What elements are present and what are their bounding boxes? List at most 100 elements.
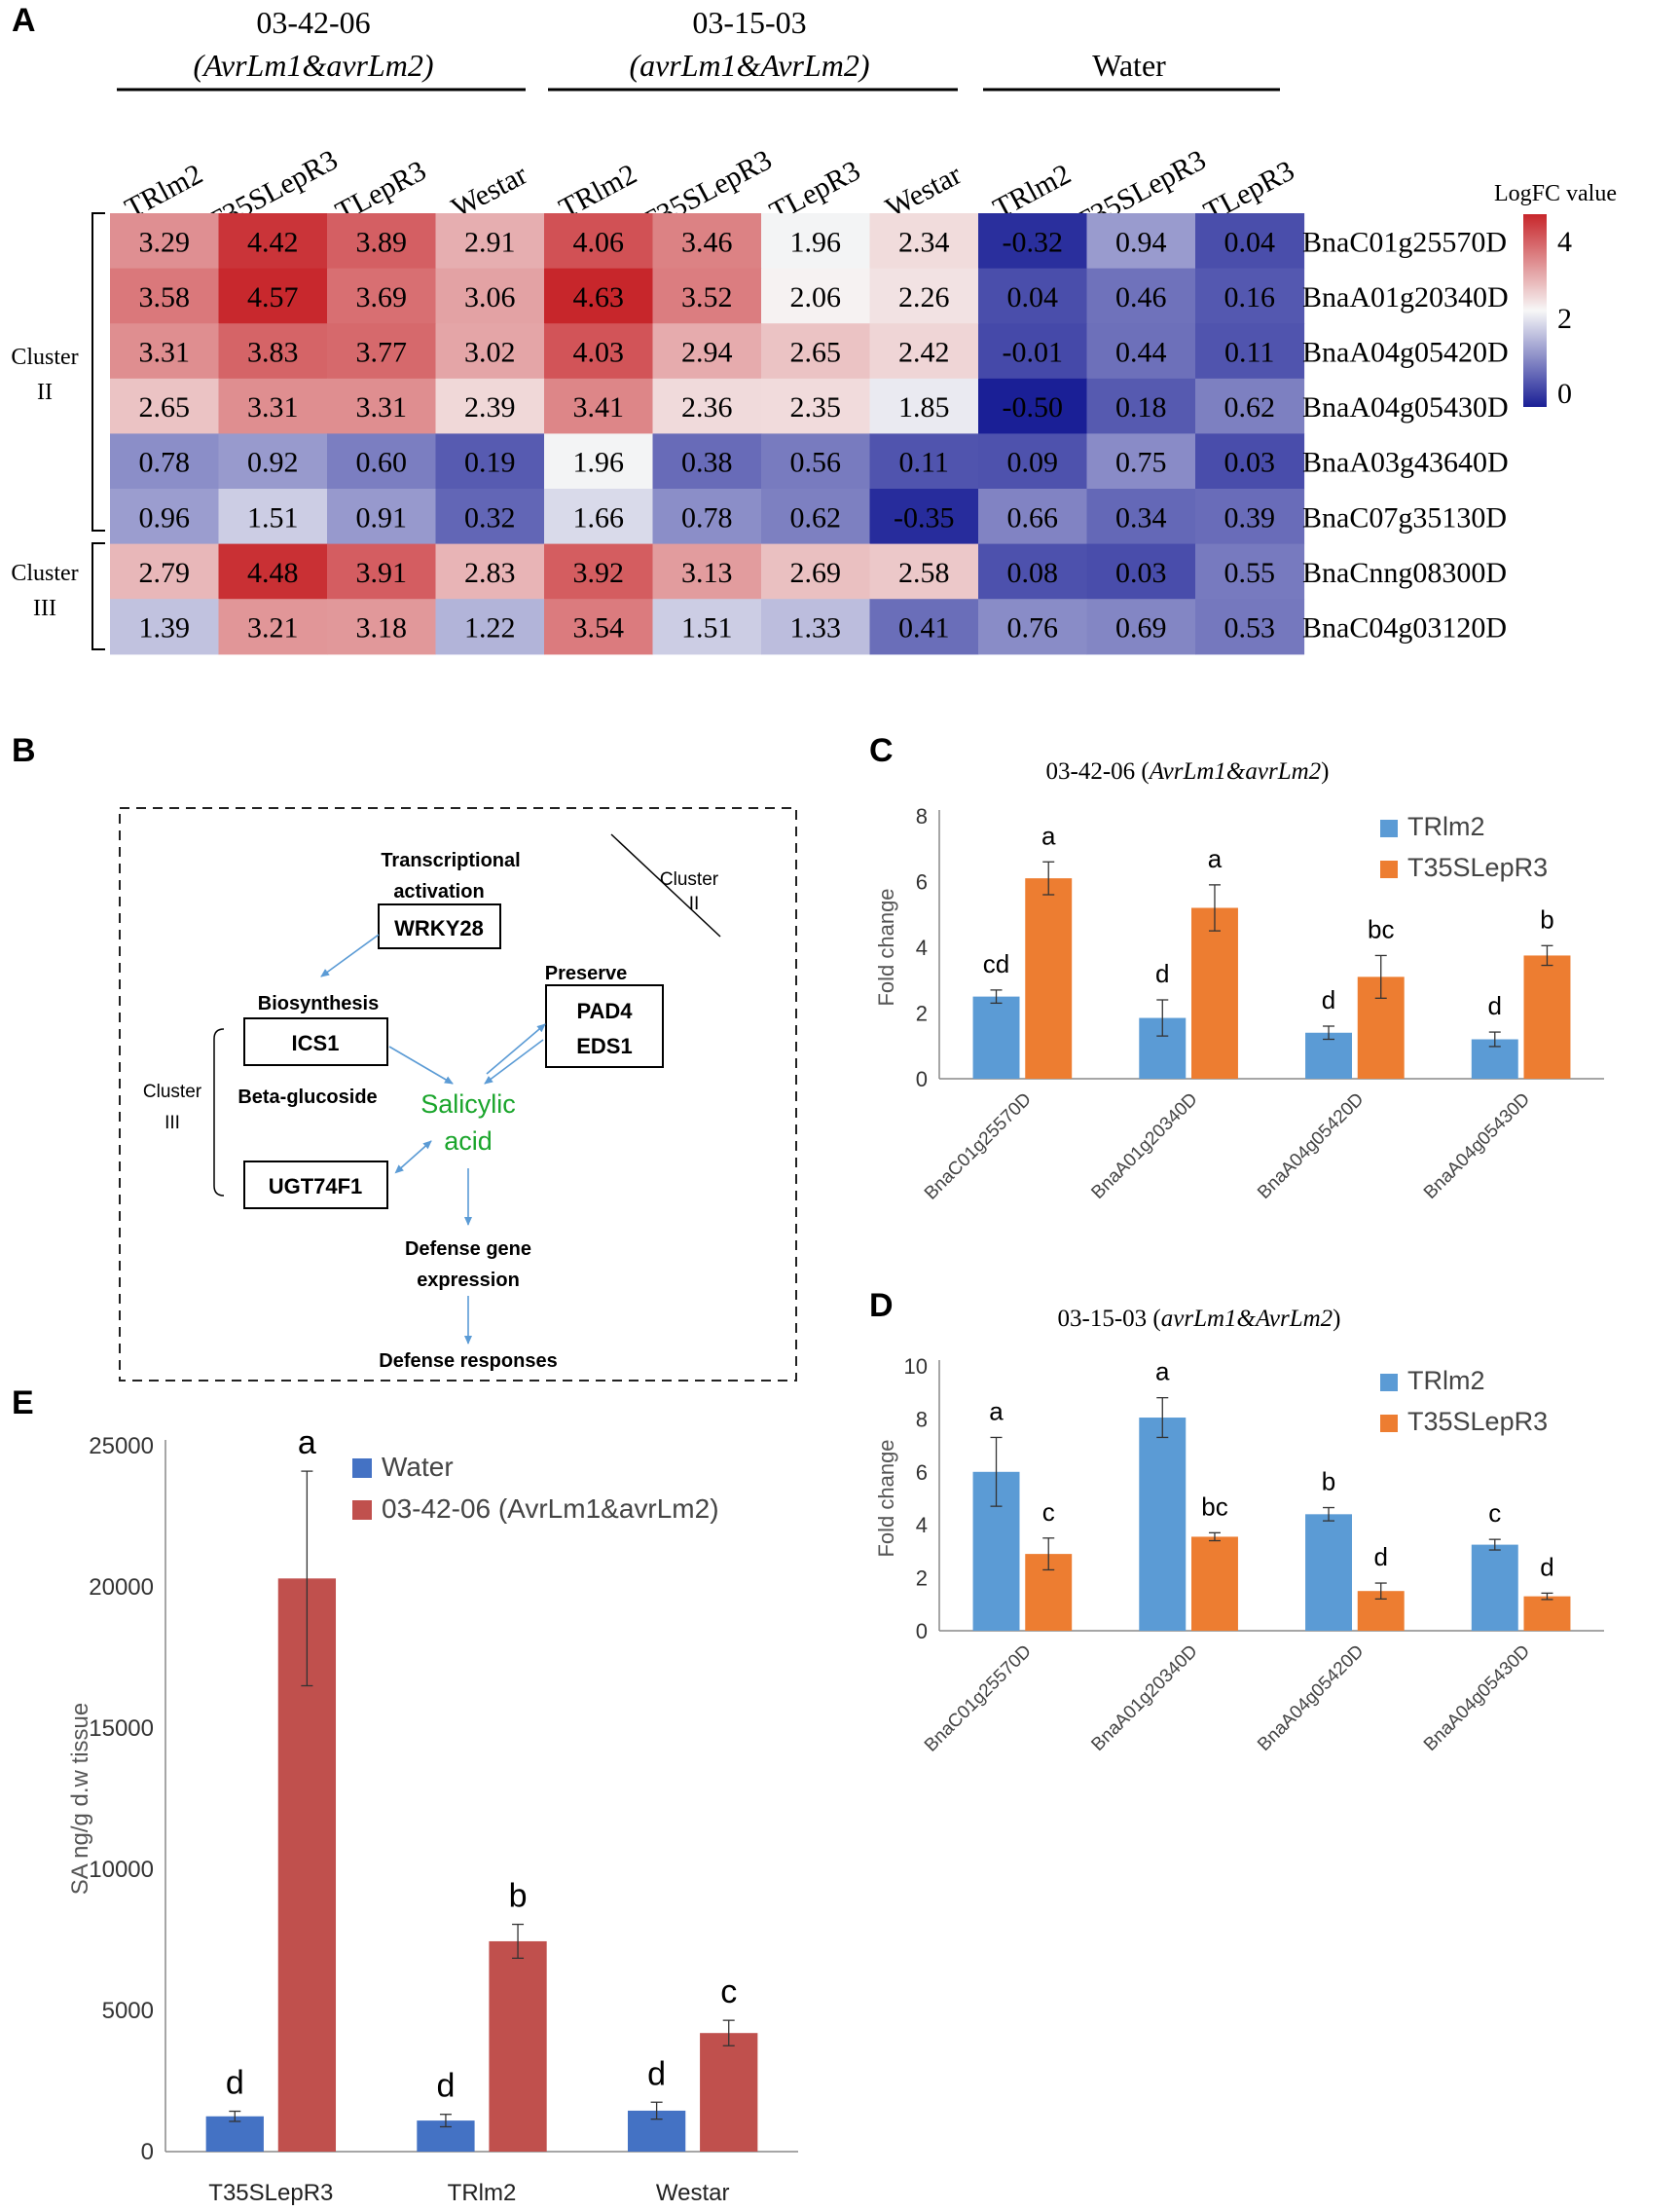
heatmap-cell-r1-c8 [978, 268, 1088, 324]
heatmap-value-r6-c8: 0.08 [1007, 557, 1059, 589]
legend-swatch [1380, 1415, 1398, 1432]
bar-trlm2-2 [1305, 1032, 1352, 1079]
gene-label: BnaA03g43640D [1302, 447, 1509, 479]
heatmap-value-r3-c9: 0.18 [1115, 391, 1167, 424]
heatmap-cell-r6-c4 [544, 543, 654, 600]
significance-letter: d [226, 2065, 244, 2102]
heatmap-cell-r4-c1 [218, 433, 328, 490]
label-transcriptional: Transcriptional [381, 850, 520, 871]
heatmap-cell-r0-c3 [435, 213, 545, 270]
heatmap-value-r2-c3: 3.02 [464, 337, 516, 369]
heatmap-value-r0-c9: 0.94 [1115, 226, 1167, 258]
heatmap-value-r7-c1: 3.21 [247, 612, 299, 645]
heatmap-value-r5-c8: 0.66 [1007, 501, 1059, 534]
heatmap-value-r2-c2: 3.77 [356, 337, 408, 369]
heatmap-value-r1-c1: 4.57 [247, 281, 299, 313]
pad4-label: PAD4 [576, 999, 633, 1023]
x-tick-label: BnaA04g05420D [1254, 1089, 1368, 1203]
legend-label: T35SLepR3 [1407, 853, 1548, 882]
heatmap-value-r4-c4: 1.96 [573, 447, 625, 479]
heatmap-cell-r2-c10 [1195, 323, 1305, 380]
x-tick-label: Westar [656, 2180, 730, 2206]
heatmap-value-r6-c10: 0.55 [1224, 557, 1276, 589]
legend-tick-0: 0 [1557, 378, 1572, 410]
heatmap-value-r5-c4: 1.66 [573, 501, 625, 534]
heatmap-value-r1-c10: 0.16 [1224, 281, 1276, 313]
gene-label: BnaC04g03120D [1302, 612, 1507, 645]
group-header-1-name: 03-42-06 [256, 5, 370, 40]
heatmap-cell-r7-c9 [1086, 599, 1196, 655]
gene-label: BnaA04g05420D [1302, 337, 1509, 369]
heatmap-value-r0-c2: 3.89 [356, 226, 408, 258]
heatmap-cell-r2-c2 [327, 323, 437, 380]
heatmap-value-r3-c2: 3.31 [356, 391, 408, 424]
heatmap-cell-r6-c5 [652, 543, 762, 600]
heatmap-value-r4-c10: 0.03 [1224, 447, 1276, 479]
legend-swatch [1380, 820, 1398, 837]
significance-letter: c [1042, 1497, 1055, 1527]
heatmap-cell-r7-c2 [327, 599, 437, 655]
heatmap-cell-r6-c10 [1195, 543, 1305, 600]
heatmap-value-r5-c10: 0.39 [1224, 501, 1276, 534]
heatmap-cell-r3-c10 [1195, 378, 1305, 434]
label-preserve: Preserve [545, 963, 628, 984]
gene-label: BnaC07g35130D [1302, 501, 1507, 534]
cluster-ii-label-line1: Cluster [11, 345, 78, 370]
heatmap-value-r0-c5: 3.46 [681, 226, 733, 258]
x-tick-label: BnaA01g20340D [1087, 1641, 1201, 1755]
x-tick-label: TRlm2 [448, 2180, 517, 2206]
legend-tick-4: 4 [1557, 226, 1572, 258]
heatmap-cell-r4-c7 [869, 433, 979, 490]
gene-label: BnaC01g25570D [1302, 226, 1507, 258]
heatmap-value-r0-c4: 4.06 [573, 226, 625, 258]
heatmap-cell-r3-c5 [652, 378, 762, 434]
heatmap-value-r1-c7: 2.26 [898, 281, 950, 313]
bar-t35slepr3-1 [1191, 1536, 1238, 1631]
diagram-frame [119, 807, 797, 1382]
group-header-1-sub: (AvrLm1&avrLm2) [193, 48, 433, 83]
y-tick-label: 0 [141, 2139, 154, 2165]
y-tick-label: 5000 [102, 1998, 154, 2024]
heatmap-value-r7-c4: 3.54 [573, 612, 625, 645]
y-tick-label: 0 [916, 1067, 928, 1091]
heatmap-value-r6-c2: 3.91 [356, 557, 408, 589]
heatmap-cell-r1-c0 [110, 268, 220, 324]
heatmap-value-r4-c7: 0.11 [899, 447, 949, 479]
heatmap-cell-r7-c0 [110, 599, 220, 655]
heatmap-cell-r2-c6 [761, 323, 871, 380]
heatmap-cell-r5-c4 [544, 489, 654, 545]
heatmap-cell-r5-c2 [327, 489, 437, 545]
ics1-label: ICS1 [292, 1031, 340, 1055]
salicylic-acid-label-line2: acid [444, 1126, 493, 1156]
heatmap-value-r2-c4: 4.03 [573, 337, 625, 369]
heatmap-value-r5-c9: 0.34 [1115, 501, 1167, 534]
heatmap-value-r6-c1: 4.48 [247, 557, 299, 589]
heatmap-cell-r0-c6 [761, 213, 871, 270]
heatmap-value-r7-c6: 1.33 [790, 612, 842, 645]
cluster-iii-bracket [91, 542, 105, 650]
gene-label: BnaA01g20340D [1302, 281, 1509, 313]
heatmap-value-r3-c1: 3.31 [247, 391, 299, 424]
heatmap-value-r4-c0: 0.78 [139, 447, 191, 479]
cluster-iii-label-line2: III [33, 596, 56, 621]
heatmap-cell-r5-c0 [110, 489, 220, 545]
legend-label: 03-42-06 (AvrLm1&avrLm2) [382, 1493, 719, 1524]
heatmap-cell-r4-c3 [435, 433, 545, 490]
heatmap-value-r6-c3: 2.83 [464, 557, 516, 589]
heatmap-cell-r5-c9 [1086, 489, 1196, 545]
chart-d-title: 03-15-03 (avrLm1&AvrLm2) [1058, 1306, 1341, 1332]
arrow-ics1-to-sa [388, 1046, 454, 1085]
heatmap-cell-r4-c4 [544, 433, 654, 490]
heatmap-value-r3-c0: 2.65 [139, 391, 191, 424]
heatmap-cell-r6-c3 [435, 543, 545, 600]
heatmap-cell-r1-c4 [544, 268, 654, 324]
label-activation: activation [393, 881, 484, 903]
heatmap-cell-r4-c2 [327, 433, 437, 490]
legend-label: Water [382, 1452, 454, 1482]
gene-label: BnaA04g05430D [1302, 391, 1509, 424]
wrky28-label: WRKY28 [394, 916, 484, 940]
heatmap-cell-r6-c6 [761, 543, 871, 600]
legend-label: T35SLepR3 [1407, 1407, 1548, 1436]
significance-letter: bc [1368, 914, 1394, 943]
heatmap-cell-r1-c7 [869, 268, 979, 324]
